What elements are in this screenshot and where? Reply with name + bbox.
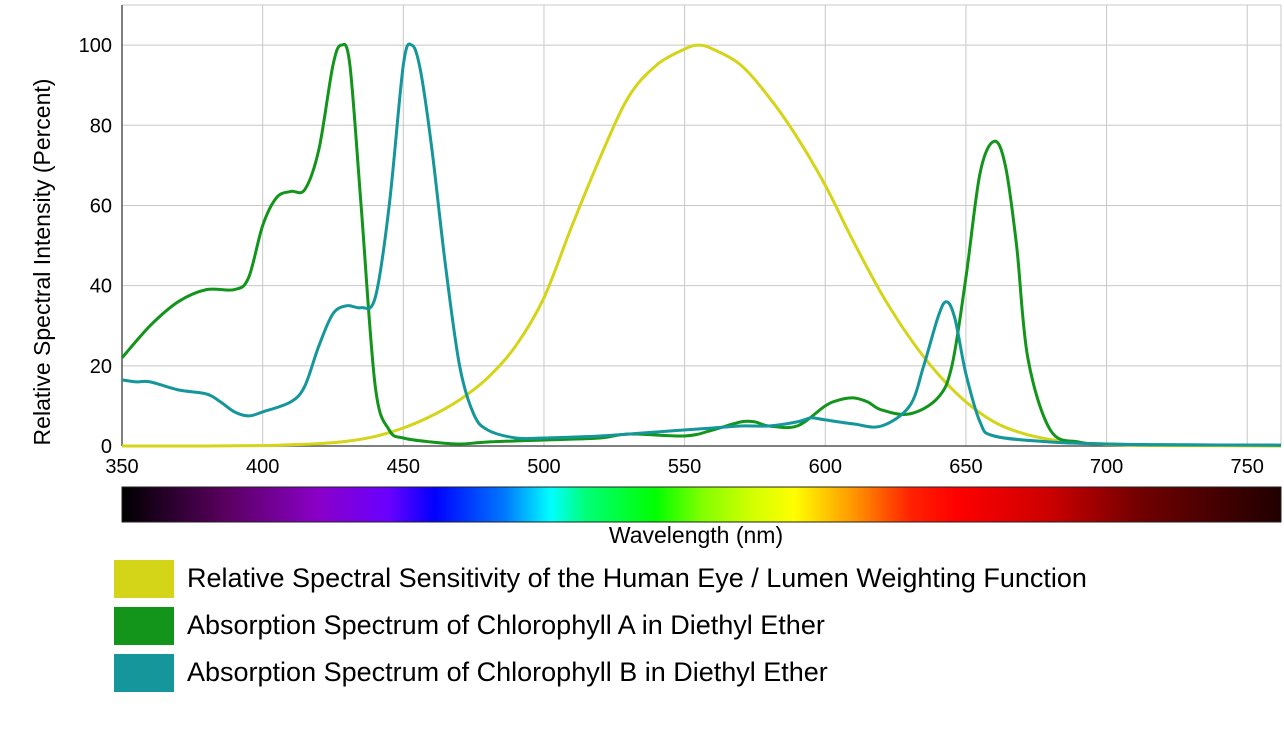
y-tick-label-60: 60 (90, 195, 112, 217)
legend-swatch-eye-sensitivity (114, 559, 174, 598)
spectrum-color-bar (121, 486, 1282, 523)
x-axis-ticks: 350 400 450 500 550 600 650 700 750 (105, 456, 1264, 478)
y-tick-label-0: 0 (101, 436, 112, 458)
grid (121, 4, 1282, 447)
series-line-2 (121, 42, 1282, 447)
legend-label-chlorophyll-a: Absorption Spectrum of Chlorophyll A in … (187, 610, 825, 640)
x-tick-label-400: 400 (246, 456, 279, 478)
legend-label-chlorophyll-b: Absorption Spectrum of Chlorophyll B in … (187, 657, 828, 687)
y-tick-label-40: 40 (90, 276, 112, 298)
y-axis-title: Relative Spectral Intensity (Percent) (29, 79, 55, 446)
legend-label-eye-sensitivity: Relative Spectral Sensitivity of the Hum… (187, 563, 1087, 593)
series-line-0 (121, 43, 1282, 448)
y-tick-label-20: 20 (90, 356, 112, 378)
legend-swatch-chlorophyll-a (114, 606, 174, 645)
x-tick-label-750: 750 (1231, 456, 1264, 478)
series-line-1 (120, 42, 1282, 447)
x-tick-label-450: 450 (387, 456, 420, 478)
x-tick-label-500: 500 (527, 456, 560, 478)
x-tick-label-700: 700 (1090, 456, 1123, 478)
legend-item-chlorophyll-b: Absorption Spectrum of Chlorophyll B in … (114, 650, 1087, 695)
y-tick-label-100: 100 (79, 35, 112, 57)
y-tick-label-80: 80 (90, 115, 112, 137)
legend-item-eye-sensitivity: Relative Spectral Sensitivity of the Hum… (114, 556, 1087, 601)
x-tick-label-350: 350 (105, 456, 138, 478)
x-tick-label-550: 550 (668, 456, 701, 478)
legend: Relative Spectral Sensitivity of the Hum… (114, 556, 1087, 697)
x-tick-label-600: 600 (809, 456, 842, 478)
x-tick-label-650: 650 (949, 456, 982, 478)
curves (120, 42, 1282, 448)
legend-item-chlorophyll-a: Absorption Spectrum of Chlorophyll A in … (114, 603, 1087, 648)
y-axis-ticks: 0 20 40 60 80 100 (79, 35, 112, 458)
x-axis-title: Wavelength (nm) (609, 522, 783, 548)
legend-swatch-chlorophyll-b (114, 653, 174, 692)
